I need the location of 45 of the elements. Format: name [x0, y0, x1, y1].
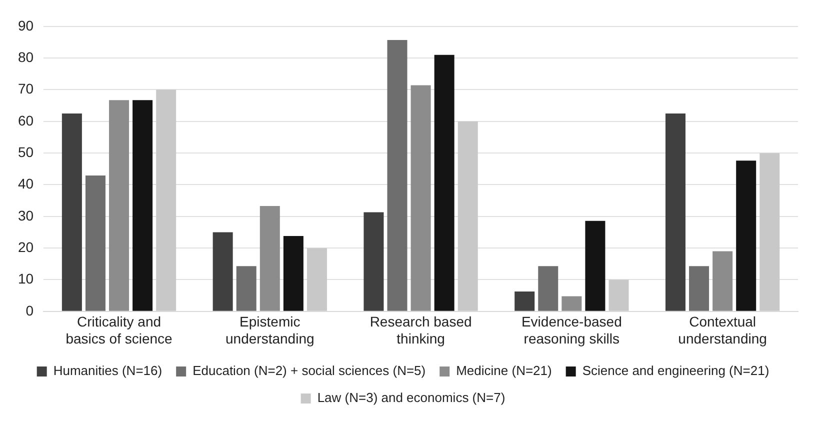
bar: [458, 121, 478, 311]
x-tick-label: Epistemic understanding: [226, 314, 314, 346]
legend-label: Medicine (N=21): [456, 363, 552, 378]
bar: [760, 153, 780, 311]
x-tick-label: Contextual understanding: [678, 314, 767, 346]
bar: [364, 212, 384, 311]
bar: [410, 85, 431, 311]
bar: [236, 266, 256, 311]
legend-label: Science and engineering (N=21): [582, 363, 770, 378]
bar: [283, 236, 304, 311]
bar: [156, 90, 176, 311]
bar: [689, 266, 710, 311]
bar: [62, 113, 82, 311]
y-tick-label: 80: [18, 48, 34, 65]
bar: [712, 251, 733, 311]
x-tick-label: Evidence-based reasoning skills: [521, 314, 622, 346]
bar: [260, 206, 280, 311]
y-tick-label: 0: [26, 302, 34, 318]
bar: [306, 248, 327, 311]
bar: [608, 280, 629, 311]
y-tick-label: 50: [18, 144, 34, 160]
legend-label: Humanities (N=16): [53, 363, 162, 378]
y-tick-label: 40: [18, 176, 34, 192]
y-tick-label: 70: [18, 80, 34, 97]
bar: [109, 100, 130, 311]
y-tick-label: 90: [18, 17, 34, 34]
x-tick-label: Criticality and basics of science: [66, 314, 173, 346]
bar: [514, 291, 535, 311]
bar: [434, 54, 454, 311]
bar: [212, 232, 233, 311]
bar: [85, 176, 106, 311]
bar: [538, 266, 558, 311]
legend-label: Law (N=3) and economics (N=7): [317, 390, 506, 406]
y-tick-label: 10: [18, 270, 34, 287]
legend-label: Education (N=2) + social sciences (N=5): [192, 363, 426, 378]
bar: [562, 296, 582, 311]
bar: [387, 40, 408, 311]
y-tick-label: 30: [18, 207, 34, 224]
bar: [585, 220, 606, 311]
y-tick-label: 20: [18, 238, 34, 255]
bar: [665, 113, 686, 311]
bar: [736, 160, 756, 311]
bar: [132, 100, 153, 311]
y-tick-label: 60: [18, 112, 34, 128]
x-tick-label: Research based thinking: [370, 314, 472, 346]
